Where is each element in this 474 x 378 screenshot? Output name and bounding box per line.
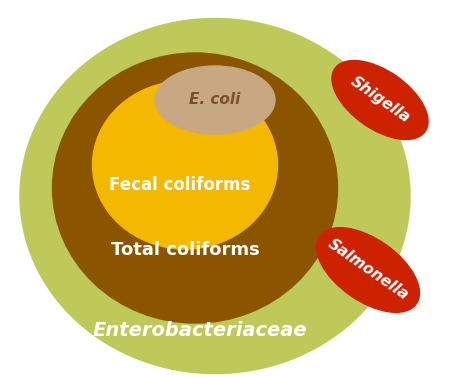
Ellipse shape [53,53,337,323]
Ellipse shape [317,228,419,312]
Text: Total coliforms: Total coliforms [110,241,259,259]
Text: E. coli: E. coli [189,93,241,107]
Ellipse shape [20,19,410,373]
Text: Shigella: Shigella [347,74,412,126]
Text: Fecal coliforms: Fecal coliforms [109,176,251,194]
Ellipse shape [92,81,277,249]
Text: Enterobacteriaceae: Enterobacteriaceae [93,321,307,339]
Ellipse shape [155,66,275,134]
Text: Salmonella: Salmonella [325,237,411,304]
Ellipse shape [332,60,428,139]
